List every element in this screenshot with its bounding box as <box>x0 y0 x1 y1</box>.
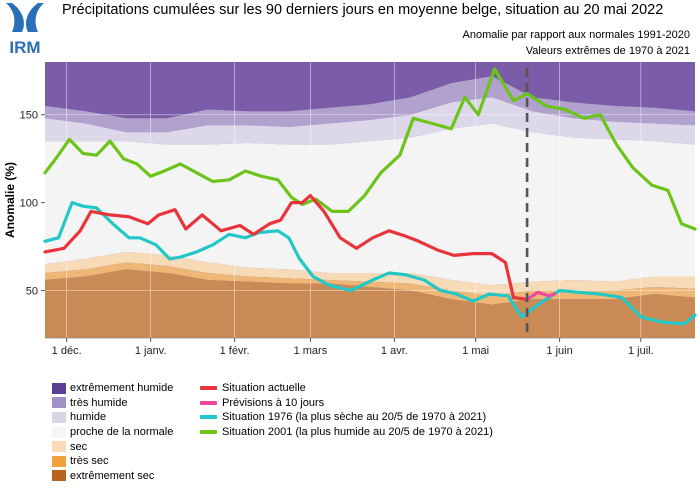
legend-line-swatch <box>200 386 217 391</box>
band-wet <box>45 97 695 145</box>
series-forecast <box>525 290 556 301</box>
band-very-wet <box>45 76 695 133</box>
legend-line-swatch <box>200 400 217 405</box>
legend-label: très humide <box>70 396 128 409</box>
legend-item: humide <box>52 410 173 425</box>
x-tick-label: 1 déc. <box>52 345 82 357</box>
x-tick-label: 1 juil. <box>628 345 654 357</box>
x-tick-label: 1 juin <box>546 345 572 357</box>
y-tick-label: 150 <box>20 110 38 122</box>
legend-label: très sec <box>70 455 109 468</box>
legend-label: Situation 2001 (la plus humide au 20/5 d… <box>222 426 493 439</box>
legend-swatch <box>52 441 66 453</box>
irm-logo: IRM <box>6 3 44 57</box>
legend-label: extrêmement sec <box>70 469 155 482</box>
series-current <box>43 194 529 301</box>
x-tick-label: 1 mai <box>462 345 489 357</box>
chart-subtitle-normals: Anomalie par rapport aux normales 1991-2… <box>462 29 690 41</box>
legend-item: proche de la normale <box>52 425 173 440</box>
legend-label: Prévisions à 10 jours <box>222 396 325 409</box>
legend-item: extrêmement sec <box>52 469 173 484</box>
legend-item: extrêmement humide <box>52 381 173 396</box>
y-tick-label: 100 <box>20 198 38 210</box>
legend-label: humide <box>70 411 107 424</box>
legend-label: Situation actuelle <box>222 382 306 395</box>
legend-item: Situation 1976 (la plus sèche au 20/5 de… <box>200 410 493 425</box>
legend-swatch <box>52 426 66 438</box>
legend-swatch <box>52 411 66 423</box>
series-1976 <box>43 201 697 326</box>
legend-swatch <box>52 455 66 467</box>
legend-line-swatch <box>200 430 217 435</box>
irm-logo-mark <box>26 3 44 32</box>
x-tick-label: 1 févr. <box>220 345 250 357</box>
legend-label: Situation 1976 (la plus sèche au 20/5 de… <box>222 411 487 424</box>
series-2001 <box>43 67 697 231</box>
legend-swatch <box>52 470 66 482</box>
y-axis-label: Anomalie (%) <box>3 162 17 238</box>
legend-item: Situation actuelle <box>200 381 493 396</box>
legend-bands: extrêmement humide très humide humide proch… <box>52 381 173 483</box>
legend-item: Situation 2001 (la plus humide au 20/5 d… <box>200 425 493 440</box>
legend-label: extrêmement humide <box>70 382 174 395</box>
y-tick-label: 50 <box>26 286 38 298</box>
legend-swatch <box>52 397 66 409</box>
legend-item: Prévisions à 10 jours <box>200 396 493 411</box>
band-extremely-dry <box>45 269 695 338</box>
x-tick-label: 1 avr. <box>381 345 408 357</box>
legend-label: sec <box>70 440 88 453</box>
legend-lines: Situation actuelle Prévisions à 10 jours S… <box>200 381 493 439</box>
irm-logo-text: IRM <box>9 38 40 57</box>
legend-line-swatch <box>200 415 217 420</box>
x-tick-label: 1 janv. <box>135 345 167 357</box>
legend-item: sec <box>52 439 173 454</box>
chart-title: Précipitations cumulées sur les 90 derni… <box>62 2 664 18</box>
x-tick-label: 1 mars <box>294 345 328 357</box>
legend-item: très sec <box>52 454 173 469</box>
band-dry <box>45 251 695 296</box>
legend-label: proche de la normale <box>70 426 174 439</box>
chart-subtitle-extremes: Valeurs extrêmes de 1970 à 2021 <box>525 45 690 57</box>
band-near-normal <box>45 123 695 286</box>
legend-item: très humide <box>52 396 173 411</box>
irm-logo-mark <box>6 3 24 32</box>
legend-swatch <box>52 382 66 394</box>
